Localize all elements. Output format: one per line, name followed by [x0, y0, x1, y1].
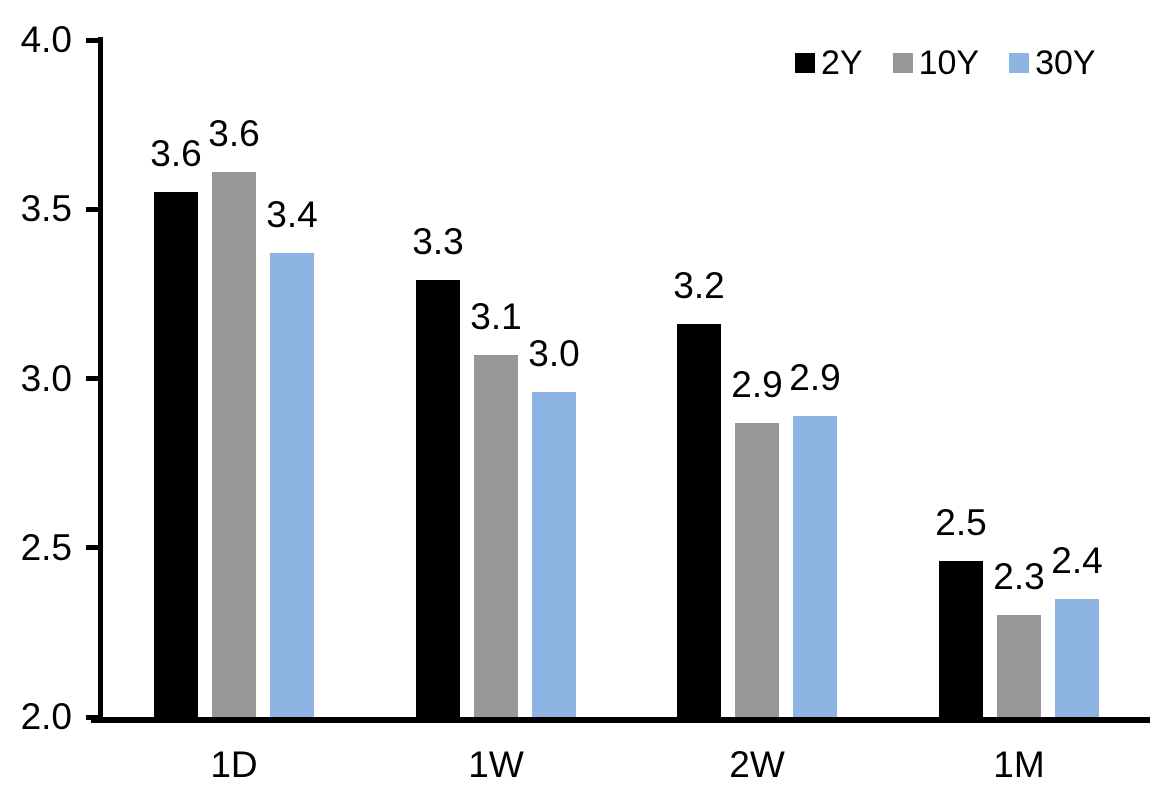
legend-swatch-30y — [1009, 53, 1030, 73]
bar-value-label: 2.9 — [731, 364, 783, 405]
legend-swatch-2y — [795, 53, 815, 73]
bar — [154, 192, 198, 717]
bar — [793, 416, 837, 717]
legend-item: 10Y — [892, 44, 980, 82]
y-axis-line — [98, 37, 103, 723]
bar — [532, 392, 576, 717]
y-axis-tick — [86, 38, 98, 43]
bar — [1055, 599, 1099, 717]
y-axis-tick — [86, 545, 98, 550]
y-axis-tick-label: 3.0 — [20, 358, 72, 399]
y-axis-tick-label: 4.0 — [20, 19, 72, 60]
bar-value-label: 3.6 — [208, 113, 260, 154]
bar-value-label: 3.3 — [412, 221, 464, 262]
bar — [677, 324, 721, 717]
bar-value-label: 3.0 — [528, 333, 580, 374]
bar — [416, 280, 460, 717]
bar-value-label: 2.4 — [1051, 540, 1103, 581]
legend-label: 2Y — [821, 44, 863, 82]
bar — [735, 423, 779, 717]
bar-value-label: 3.1 — [470, 296, 522, 337]
x-axis-category-label: 1W — [468, 744, 524, 785]
y-axis-tick-label: 3.5 — [20, 188, 72, 229]
bar-value-label: 3.2 — [673, 265, 725, 306]
legend-item: 2Y — [795, 44, 863, 82]
legend-swatch-10y — [892, 53, 913, 73]
x-axis-line — [91, 717, 1150, 723]
legend: 2Y 10Y 30Y — [795, 44, 1096, 82]
x-axis-category-label: 2W — [729, 744, 785, 785]
bar-value-label: 2.5 — [935, 502, 987, 543]
bar-value-label: 3.6 — [150, 133, 202, 174]
bar-value-label: 3.4 — [266, 194, 318, 235]
x-axis-category-label: 1M — [993, 744, 1045, 785]
x-axis-category-label: 1D — [210, 744, 258, 785]
legend-item: 30Y — [1009, 44, 1096, 82]
bar — [212, 172, 256, 717]
bar — [270, 253, 314, 717]
y-axis-tick-label: 2.5 — [20, 527, 72, 568]
y-axis-tick — [86, 376, 98, 381]
legend-label: 30Y — [1035, 44, 1096, 82]
y-axis-tick — [86, 207, 98, 212]
y-axis-tick — [86, 715, 98, 720]
bar — [474, 355, 518, 717]
bar-value-label: 2.3 — [993, 556, 1045, 597]
bar — [939, 561, 983, 717]
bar-value-label: 2.9 — [789, 357, 841, 398]
y-axis-tick-label: 2.0 — [20, 696, 72, 737]
bar — [997, 615, 1041, 717]
legend-label: 10Y — [918, 44, 980, 82]
